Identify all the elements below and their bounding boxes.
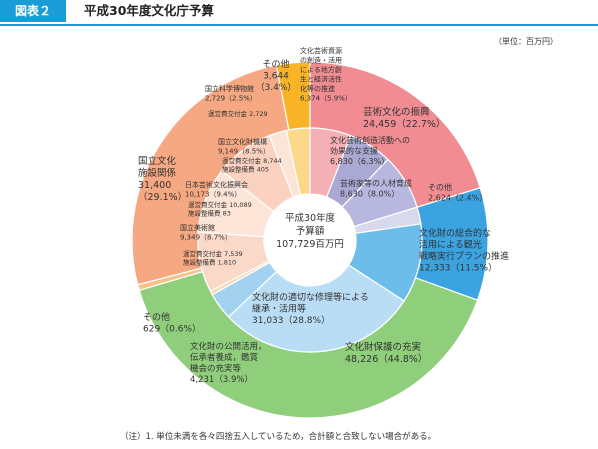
footnote: （注）1. 単位未満を各々四捨五入しているため，合計額と合致しない場合がある。: [120, 432, 437, 442]
inner-label-5-line-1: 継承・活用等: [252, 303, 306, 315]
inner-label-6-line-1: 伝承者養成，鑑賞: [190, 352, 258, 363]
inner-label-0-line-0: 文化芸術資源: [300, 46, 342, 55]
inner-label-3-line-1: 2,624（2.4%）: [428, 194, 487, 203]
figure-header: 図表２ 平成30年度文化庁予算: [0, 0, 598, 26]
outer-label-5-line-0: その他: [262, 58, 289, 70]
center-label: 平成30年度 予算額 107,729百万円: [276, 212, 344, 250]
center-line-1: 平成30年度: [285, 212, 336, 224]
outer-label-4-line-1: 施設関係: [138, 167, 177, 179]
inner-breakdown-9-line-1: 施設整備費 83: [188, 209, 231, 218]
outer-label-0-line-1: 24,459（22.7%）: [363, 118, 445, 130]
inner-label-0-line-5: 6,374（5.9%）: [300, 95, 352, 103]
inner-label-0-line-3: 生と経済活性: [300, 75, 342, 84]
inner-label-6-line-0: 文化財の公開活用，: [190, 341, 267, 352]
outer-label-0-line-0: 芸術文化の振興: [363, 106, 430, 118]
inner-breakdown-11-line-0: 運営費交付金 2,729: [208, 109, 268, 118]
outer-label-4-line-3: （29.1%）: [138, 191, 187, 203]
inner-label-10-line-0: 国立文化財機構: [218, 137, 267, 146]
outer-label-1-line-1: 活用による観光: [419, 239, 482, 251]
center-hole: [263, 193, 357, 287]
inner-label-6-line-3: 4,231（3.9%）: [190, 374, 253, 385]
inner-label-1-line-2: 6,830（6.3%）: [330, 157, 389, 166]
inner-breakdown-9-line-0: 運営費交付金 10,089: [188, 200, 252, 209]
inner-label-8-line-1: 9,349（8.7%）: [180, 234, 232, 242]
outer-label-3-line-0: その他: [143, 311, 170, 323]
unit-label: （単位：百万円）: [494, 37, 558, 46]
outer-label-4-line-0: 国立文化: [138, 155, 177, 167]
outer-label-5-line-2: （3.4%）: [256, 82, 297, 93]
inner-label-9-line-1: 10,173（9.4%）: [185, 191, 241, 199]
inner-label-0-line-4: 化等の推進: [300, 84, 335, 93]
inner-label-9-line-0: 日本芸術文化振興会: [185, 180, 248, 189]
inner-breakdown-10-line-1: 施設整備費 405: [222, 165, 269, 174]
inner-breakdown-8-line-0: 運営費交付金 7,539: [183, 249, 243, 258]
outer-label-1-line-2: 戦略実行プランの推進: [419, 250, 509, 262]
inner-label-6-line-2: 機会の充実等: [190, 363, 242, 374]
outer-label-1-line-3: 12,333（11.5%）: [419, 263, 497, 274]
inner-breakdown-8-line-1: 施設整備費 1,810: [183, 258, 236, 267]
inner-label-10-line-1: 9,149（8.5%）: [218, 148, 270, 156]
inner-ring: [197, 127, 423, 353]
figure-number: 図表２: [0, 0, 66, 22]
outer-label-2-line-1: 48,226（44.8%）: [345, 353, 427, 365]
outer-label-1-line-0: 文化財の総合的な: [419, 227, 491, 239]
inner-label-5-line-0: 文化財の適切な修理等による: [252, 291, 369, 303]
outer-ring: [131, 61, 489, 419]
outer-label-3-line-1: 629（0.6%）: [143, 324, 201, 335]
inner-label-3-line-0: その他: [428, 182, 452, 192]
inner-label-11-line-0: 国立科学博物館: [205, 84, 254, 93]
inner-label-1-line-0: 文化芸術創造活動への: [330, 135, 410, 145]
outer-label-5-line-1: 3,644: [263, 72, 289, 82]
inner-label-0-line-1: の創造・活用: [300, 56, 342, 65]
figure-title: 平成30年度文化庁予算: [84, 3, 214, 18]
outer-label-2-line-0: 文化財保護の充実: [345, 341, 422, 353]
inner-label-2-line-0: 芸術家等の人材育成: [340, 178, 412, 188]
inner-breakdown-10-line-0: 運営費交付金 8,744: [222, 156, 282, 165]
inner-label-0-line-2: による地方創: [300, 65, 342, 74]
center-total: 107,729百万円: [276, 239, 344, 250]
inner-label-2-line-1: 8,630（8.0%）: [340, 190, 399, 199]
inner-label-1-line-1: 効果的な支援: [330, 146, 378, 156]
inner-label-11-line-1: 2,729（2.5%）: [205, 95, 257, 103]
outer-label-4-line-2: 31,400: [138, 180, 171, 191]
center-line-2: 予算額: [296, 225, 325, 237]
inner-label-8-line-0: 国立美術館: [180, 223, 215, 232]
inner-label-5-line-2: 31,033（28.8%）: [252, 315, 330, 326]
